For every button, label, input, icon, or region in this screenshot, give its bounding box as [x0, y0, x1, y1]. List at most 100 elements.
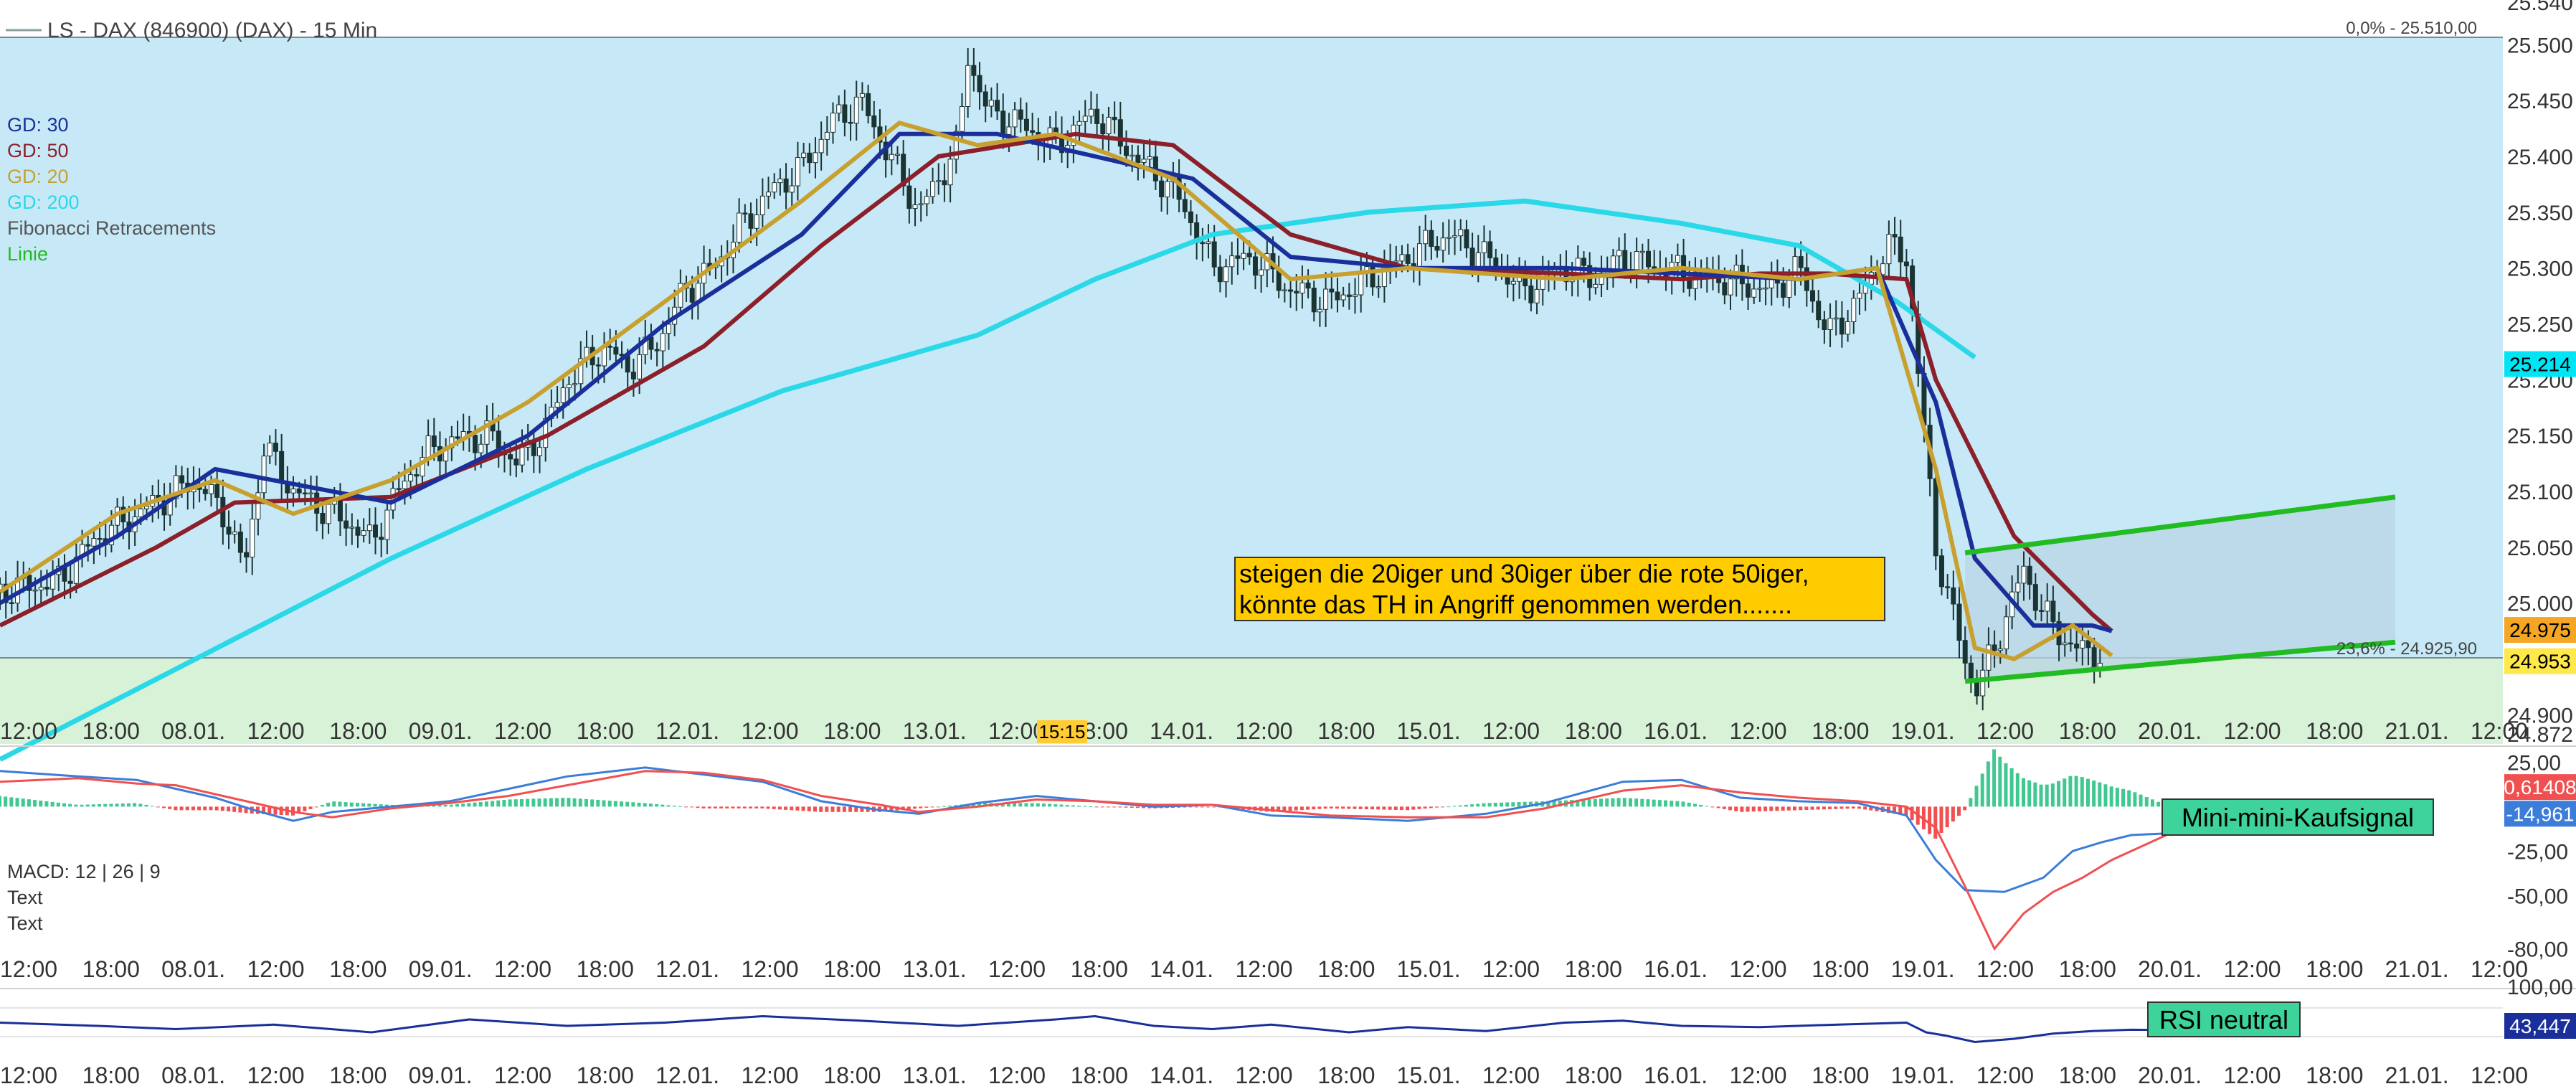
candle-body — [737, 212, 742, 243]
macd-legend-text1[interactable]: Text — [7, 887, 43, 908]
macd-hist-bar — [21, 798, 25, 807]
macd-line — [0, 766, 2171, 893]
macd-hist-bar — [807, 806, 811, 811]
candle-body — [232, 532, 237, 535]
candle-body — [2050, 600, 2056, 622]
x-tick-label: 21.01. — [2385, 1062, 2449, 1088]
legend-item-ma30[interactable]: GD: 30 — [7, 114, 69, 136]
candle-body — [1416, 243, 1422, 269]
macd-hist-bar — [1839, 806, 1844, 809]
macd-hist-bar — [508, 799, 512, 807]
candle-body — [519, 446, 525, 466]
macd-hist-bar — [314, 806, 318, 808]
macd-hist-bar — [1528, 801, 1533, 807]
macd-hist-bar — [1347, 806, 1351, 809]
candle-body — [772, 182, 777, 193]
macd-hist-bar — [1511, 802, 1515, 807]
macd-hist-bar — [1939, 806, 1943, 834]
legend-item-ma20[interactable]: GD: 20 — [7, 166, 69, 187]
candle-body — [1159, 180, 1165, 197]
candle-body — [1094, 108, 1100, 124]
candle-body — [754, 214, 759, 229]
legend-item-linie[interactable]: Linie — [7, 243, 48, 265]
candle-body — [678, 283, 683, 308]
candle-body — [1469, 248, 1475, 268]
macd-badges: 0,61408 -14,961 — [2504, 774, 2576, 827]
x-tick-label: 18:00 — [2059, 718, 2116, 744]
x-tick-label: 18:00 — [329, 718, 387, 744]
macd-hist-bar — [203, 806, 207, 811]
macd-hist-bar — [144, 804, 148, 807]
candle-body — [1652, 266, 1657, 269]
legend-item-ma50[interactable]: GD: 50 — [7, 140, 69, 161]
macd-hist-bar — [1933, 806, 1938, 839]
x-tick-label: 12:00 — [988, 1062, 1046, 1088]
candle-body — [1938, 555, 1944, 588]
x-tick-label: 09.01. — [409, 956, 473, 982]
macd-x-axis: 12:00 18:00 08.01. 12:00 18:00 09.01. 12:00 18:… — [0, 956, 2528, 982]
macd-hist-bar — [801, 806, 805, 811]
macd-hist-bar — [572, 798, 577, 807]
candle-body — [1833, 317, 1839, 320]
macd-hist-bar — [74, 804, 78, 807]
macd-hist-bar — [1728, 806, 1733, 811]
candle-body — [853, 96, 859, 124]
macd-hist-bar — [742, 806, 747, 808]
macd-hist-bar — [1722, 806, 1726, 809]
macd-hist-bar — [326, 802, 331, 807]
x-tick-label: 15.01. — [1397, 956, 1461, 982]
candle-body — [947, 159, 953, 186]
candle-body — [871, 115, 877, 128]
macd-hist-bar — [279, 806, 283, 816]
candle-body — [250, 519, 255, 558]
x-tick-label: 08.01. — [161, 718, 225, 744]
macd-hist-bar — [1083, 806, 1087, 807]
x-tick-label: 18:00 — [823, 718, 881, 744]
candle-body — [508, 454, 513, 460]
y-tick-label: 25.450 — [2507, 90, 2573, 113]
macd-hist-bar — [1341, 806, 1345, 809]
macd-hist-bar — [126, 803, 131, 807]
candle-body — [1781, 283, 1786, 298]
macd-histogram — [0, 749, 2172, 839]
x-tick-label: 08.01. — [161, 956, 225, 982]
x-tick-label: 18:00 — [1812, 1062, 1869, 1088]
macd-hist-bar — [227, 806, 231, 812]
x-tick-label: 18:00 — [823, 956, 881, 982]
x-tick-label: 09.01. — [409, 1062, 473, 1088]
rsi-x-axis: 12:00 18:00 08.01. 12:00 18:00 09.01. 12:00 18:… — [0, 1062, 2528, 1088]
candle-body — [1757, 288, 1763, 290]
candle-body — [1464, 229, 1469, 249]
macd-hist-bar — [1558, 800, 1562, 807]
price-badge-label: 24.953 — [2509, 651, 2571, 673]
macd-hist-bar — [1517, 802, 1521, 807]
macd-hist-bar — [1294, 806, 1298, 811]
macd-hist-bar — [1652, 799, 1656, 807]
macd-hist-bar — [936, 806, 940, 808]
macd-hist-bar — [1024, 803, 1028, 807]
macd-hist-bar — [1599, 798, 1604, 807]
candle-body — [1117, 119, 1123, 147]
macd-hist-bar — [1710, 806, 1715, 808]
candle-body — [1534, 288, 1540, 303]
macd-hist-bar — [1605, 798, 1609, 807]
macd-hist-bar — [1188, 806, 1193, 808]
candle-body — [766, 192, 772, 197]
legend-item-fibonacci[interactable]: Fibonacci Retracements — [7, 217, 216, 239]
y-tick-label: 25.000 — [2507, 593, 2573, 616]
candle-body — [1822, 319, 1827, 330]
macd-hist-bar — [39, 801, 43, 807]
candle-body — [1000, 110, 1006, 135]
macd-hist-bar — [491, 801, 495, 807]
macd-legend-title[interactable]: MACD: 12 | 26 | 9 — [7, 861, 161, 882]
macd-hist-bar — [906, 806, 911, 810]
macd-hist-bar — [1170, 806, 1175, 808]
macd-hist-bar — [1013, 803, 1017, 807]
price-badge-label: 24.975 — [2509, 619, 2571, 641]
macd-hist-bar — [15, 798, 19, 807]
price-badge-box — [2504, 648, 2576, 674]
legend-item-ma200[interactable]: GD: 200 — [7, 192, 80, 213]
fib-top-label: 0,0% - 25.510,00 — [2346, 19, 2477, 38]
x-tick-label: 18:00 — [82, 718, 140, 744]
macd-legend-text2[interactable]: Text — [7, 913, 43, 934]
